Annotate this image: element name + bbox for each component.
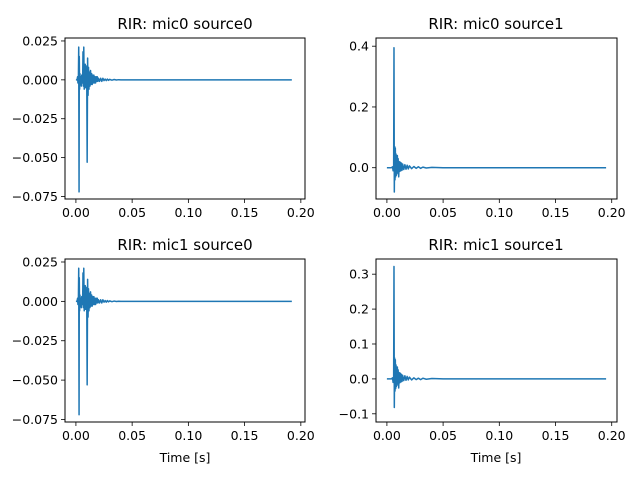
y-tick-label: −0.050 <box>12 373 58 388</box>
x-tick-label: 0.05 <box>429 428 457 443</box>
y-tick-label: −0.050 <box>12 150 58 165</box>
axes-frame <box>64 37 306 200</box>
y-tick-label: 0.2 <box>349 302 369 317</box>
x-axis-label: Time [s] <box>470 450 522 465</box>
y-tick-label: 0.2 <box>349 99 369 114</box>
y-tick-label: 0.0 <box>349 160 369 175</box>
series-line-rir <box>75 46 292 193</box>
axes-frame <box>375 258 618 423</box>
x-tick-label: 0.20 <box>287 205 315 220</box>
x-tick-label: 0.05 <box>118 205 146 220</box>
axes-frame <box>375 37 618 200</box>
subplot-title: RIR: mic1 source1 <box>428 236 563 254</box>
x-tick-label: 0.05 <box>118 428 146 443</box>
subplot-mic0-source1: RIR: mic0 source1 0.00 0.05 0.10 0.15 0.200.… <box>349 15 626 220</box>
y-tick-label: −0.075 <box>12 412 58 427</box>
x-tick-label: 0.15 <box>231 205 259 220</box>
y-tick-label: 0.025 <box>22 254 58 269</box>
y-tick-label: −0.1 <box>339 406 369 421</box>
subplot-mic1-source1: RIR: mic1 source1 0.00 0.05 0.10 0.15 0.20 −0… <box>339 236 626 465</box>
x-tick-label: 0.10 <box>174 205 202 220</box>
x-tick-label: 0.05 <box>429 205 457 220</box>
y-tick-label: 0.3 <box>349 267 369 282</box>
x-tick-label: 0.20 <box>287 428 315 443</box>
y-tick-label: 0.4 <box>349 39 369 54</box>
subplot-mic1-source0: RIR: mic1 source0 0.00 0.05 0.10 0.15 0.20 −0… <box>12 236 315 465</box>
series-line-rir <box>386 46 607 193</box>
x-axis-label: Time [s] <box>159 450 211 465</box>
y-tick-label: 0.000 <box>22 72 58 87</box>
x-tick-label: 0.10 <box>485 205 513 220</box>
x-tick-label: 0.00 <box>373 205 401 220</box>
x-tick-label: 0.00 <box>373 428 401 443</box>
x-tick-label: 0.15 <box>542 428 570 443</box>
y-tick-label: −0.075 <box>12 189 58 204</box>
axes-frame <box>64 258 306 423</box>
y-tick-label: 0.000 <box>22 294 58 309</box>
x-tick-label: 0.15 <box>231 428 259 443</box>
x-tick-label: 0.20 <box>598 205 626 220</box>
subplot-mic0-source0: RIR: mic0 source0 0.00 0.05 0.10 0.15 0.20 −0… <box>12 15 315 220</box>
y-tick-label: 0.0 <box>349 371 369 386</box>
y-tick-label: −0.025 <box>12 111 58 126</box>
subplot-title: RIR: mic0 source0 <box>117 15 252 33</box>
subplot-title: RIR: mic1 source0 <box>117 236 252 254</box>
x-tick-label: 0.10 <box>485 428 513 443</box>
x-tick-label: 0.15 <box>542 205 570 220</box>
y-tick-label: 0.1 <box>349 336 369 351</box>
x-tick-label: 0.20 <box>598 428 626 443</box>
tick-group: 0.00 0.05 0.10 0.15 0.20 0.0 0.2 0.4 <box>349 39 626 220</box>
tick-group: 0.00 0.05 0.10 0.15 0.20 −0.075 −0.050 −0.025 0.… <box>12 254 315 443</box>
tick-group: 0.00 0.05 0.10 0.15 0.20 −0.075 −0.050 −0.025 0.… <box>12 33 315 220</box>
subplot-title: RIR: mic0 source1 <box>428 15 563 33</box>
x-tick-label: 0.00 <box>62 205 90 220</box>
y-tick-label: 0.025 <box>22 33 58 48</box>
x-tick-label: 0.10 <box>174 428 202 443</box>
tick-group: 0.00 0.05 0.10 0.15 0.20 −0.1 0.0 0.1 0.2 0.3 <box>339 267 626 443</box>
y-tick-label: −0.025 <box>12 333 58 348</box>
series-line-rir <box>386 265 607 409</box>
series-line-rir <box>75 267 292 416</box>
x-tick-label: 0.00 <box>62 428 90 443</box>
